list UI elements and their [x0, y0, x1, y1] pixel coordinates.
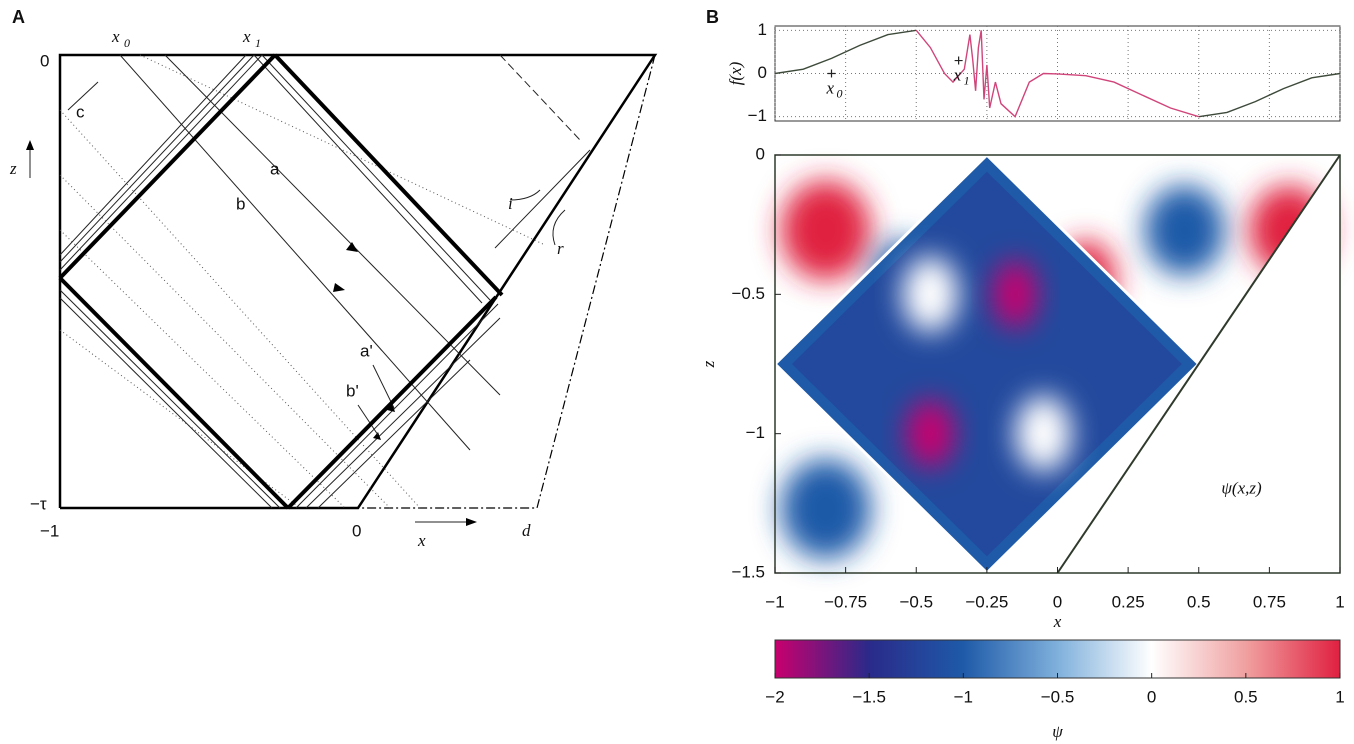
label: 0 — [124, 36, 130, 50]
panel-a: A 0 x 0 x 1 c z a b i r — [9, 7, 658, 550]
line-series — [1198, 72, 1341, 118]
label: b — [236, 194, 245, 213]
label: r — [557, 239, 564, 258]
label: −1 — [40, 521, 59, 540]
point-marker — [827, 69, 836, 78]
x-tick-label: 0.25 — [1112, 592, 1145, 611]
label: z — [9, 159, 17, 178]
field-blob — [902, 256, 959, 333]
x-axis-label: x — [1053, 612, 1062, 631]
annotation: ψ(x,z) — [1221, 478, 1262, 497]
colorbar — [774, 639, 1341, 679]
x-tick-label: −0.75 — [824, 592, 867, 611]
wave-beam — [58, 53, 277, 280]
x-tick-label: −1 — [765, 592, 784, 611]
label: x — [111, 27, 120, 46]
extended-boundary — [358, 54, 656, 509]
x-tick-label: −2 — [765, 687, 784, 706]
annotation: x — [953, 65, 962, 84]
field-blob — [780, 458, 871, 559]
field-blob — [906, 399, 955, 468]
y-tick-label: −0.5 — [731, 284, 765, 303]
line-series — [915, 29, 1200, 118]
y-tick-label: −1 — [748, 106, 767, 125]
wave-beam — [286, 295, 498, 510]
y-axis-label: f(x) — [726, 61, 745, 85]
field-blob — [780, 180, 871, 281]
y-tick-label: 1 — [758, 20, 767, 39]
x-tick-label: 0 — [1147, 687, 1156, 706]
x-tick-label: −1.5 — [852, 687, 886, 706]
x-tick-label: 0.75 — [1253, 592, 1286, 611]
label: c — [76, 102, 85, 121]
annotation: 0 — [837, 86, 843, 100]
y-tick-label: −1.5 — [731, 562, 765, 581]
x-tick-label: −0.25 — [965, 592, 1008, 611]
y-tick-label: 0 — [756, 144, 765, 163]
wave-beam — [58, 276, 290, 510]
heatmap-field — [772, 152, 1340, 576]
label: x — [242, 27, 251, 46]
field-blob — [1144, 185, 1225, 276]
label: a' — [360, 341, 373, 360]
label: −τ — [30, 494, 47, 513]
label: a — [270, 159, 280, 178]
x-tick-label: −0.5 — [1041, 687, 1075, 706]
y-tick-label: −1 — [746, 423, 765, 442]
wave-beam — [273, 53, 504, 297]
x-tick-label: 1 — [1335, 592, 1344, 611]
point-marker — [954, 56, 963, 65]
annotation: x — [826, 78, 835, 97]
panel-label: B — [706, 7, 719, 27]
diamond-inner — [791, 171, 1182, 557]
rays — [26, 54, 591, 526]
label: 1 — [255, 36, 261, 50]
label: d — [522, 521, 531, 540]
annotation: 1 — [964, 73, 970, 87]
label: b' — [346, 381, 359, 400]
line-series — [774, 29, 917, 75]
x-tick-label: −1 — [954, 687, 973, 706]
field-blob — [993, 260, 1038, 329]
y-tick-label: 0 — [758, 63, 767, 82]
x-tick-label: 1 — [1335, 687, 1344, 706]
x-tick-label: 0 — [1053, 592, 1062, 611]
label: i — [508, 194, 513, 213]
x-axis-label: ψ — [1052, 722, 1063, 741]
slope-boundary — [1056, 154, 1341, 574]
y-axis-label: z — [699, 360, 718, 368]
x-tick-label: −0.5 — [899, 592, 933, 611]
panel-label: A — [12, 7, 25, 27]
label: 0 — [40, 51, 49, 70]
field-blob — [1015, 395, 1072, 472]
x-tick-label: 0.5 — [1187, 592, 1211, 611]
x-tick-label: 0.5 — [1234, 687, 1258, 706]
label: x — [417, 531, 426, 550]
label: 0 — [352, 521, 361, 540]
